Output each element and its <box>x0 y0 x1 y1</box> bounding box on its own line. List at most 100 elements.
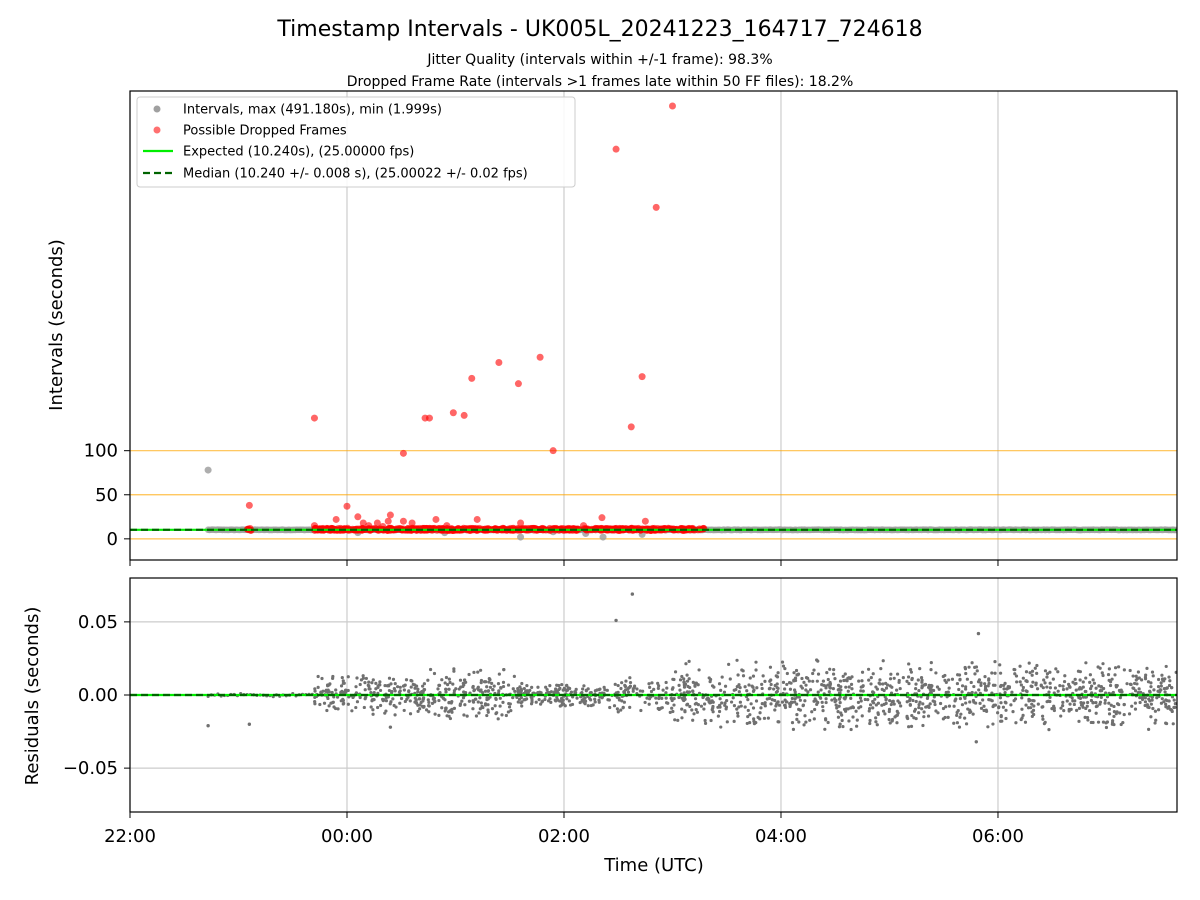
residual-point <box>1077 719 1081 723</box>
residual-point <box>846 676 850 680</box>
dropped-frame-point <box>425 414 433 422</box>
residual-point <box>921 723 925 728</box>
residual-point <box>978 701 982 705</box>
residual-point <box>671 709 675 714</box>
residual-point <box>941 706 946 711</box>
residual-point <box>657 684 661 688</box>
residual-point <box>1138 700 1142 705</box>
residual-point <box>490 681 494 685</box>
dropped-frame-point <box>386 511 394 519</box>
residual-point <box>1001 705 1006 709</box>
residual-point <box>899 704 903 708</box>
residual-point <box>549 700 553 704</box>
residual-point <box>735 707 739 711</box>
residual-point <box>693 684 697 688</box>
residual-point <box>680 716 684 720</box>
residual-point <box>677 683 681 687</box>
residual-point <box>1090 684 1094 688</box>
residual-point <box>933 702 937 707</box>
residual-point <box>1032 704 1036 708</box>
residual-point <box>1152 688 1156 692</box>
residual-point <box>1099 695 1103 700</box>
legend-label-median: Median (10.240 +/- 0.008 s), (25.00022 +… <box>183 167 528 182</box>
residual-point <box>824 718 828 722</box>
residual-point <box>488 695 492 699</box>
residual-point <box>944 705 948 709</box>
residual-point <box>759 706 763 710</box>
residual-point <box>760 686 764 691</box>
residual-point <box>849 727 853 732</box>
residual-point <box>806 690 810 694</box>
residual-point <box>839 688 843 692</box>
residual-point <box>363 688 367 692</box>
residual-point <box>1077 706 1082 711</box>
residual-point <box>465 714 469 718</box>
residual-point <box>812 668 816 672</box>
residual-point <box>645 696 649 700</box>
residual-point <box>530 685 534 690</box>
residual-point <box>1121 720 1125 725</box>
threshold-lines <box>130 450 1177 540</box>
residual-point <box>750 684 754 688</box>
residual-point <box>813 707 817 712</box>
residual-point <box>1101 662 1105 666</box>
residual-point <box>770 698 774 702</box>
residuals-y-ticks: −0.05 0.00 0.05 <box>63 612 130 779</box>
residual-point <box>687 677 691 681</box>
residual-point <box>824 700 828 705</box>
residual-point <box>749 702 753 706</box>
residual-point <box>389 700 393 704</box>
residual-point <box>664 696 668 700</box>
residual-point <box>844 685 848 689</box>
residual-point <box>372 691 376 695</box>
residual-point <box>1082 701 1086 705</box>
residual-point <box>741 674 746 678</box>
residual-point <box>512 674 516 678</box>
residuals-y-label: Residuals (seconds) <box>22 607 43 786</box>
residual-point <box>863 697 867 702</box>
residual-point <box>790 696 794 701</box>
residual-point <box>1024 670 1029 674</box>
residual-point <box>501 680 506 684</box>
residual-point <box>516 700 520 704</box>
residual-point <box>860 670 865 674</box>
residual-point <box>776 671 780 675</box>
residual-point <box>325 708 329 713</box>
residual-point <box>803 699 807 703</box>
residual-point <box>673 718 677 722</box>
residual-point <box>811 679 815 683</box>
residual-point <box>957 687 961 692</box>
residual-point <box>855 724 859 728</box>
residual-point <box>339 699 343 703</box>
residual-point <box>1019 683 1023 687</box>
residual-point <box>408 699 412 703</box>
residual-point <box>1062 709 1066 713</box>
residual-point <box>763 703 767 707</box>
residual-point <box>977 678 982 682</box>
residual-point <box>860 679 864 683</box>
residual-point <box>1028 671 1032 675</box>
residual-point <box>507 705 512 709</box>
residual-point <box>968 700 972 704</box>
residual-point <box>768 665 773 669</box>
residual-point <box>631 689 635 693</box>
residual-point <box>418 703 422 707</box>
residual-point <box>616 710 620 714</box>
residual-point <box>313 700 317 704</box>
residual-point <box>567 699 571 703</box>
residual-point <box>856 700 861 705</box>
residual-point <box>402 708 406 713</box>
residual-point <box>1131 686 1135 690</box>
residual-point <box>534 700 538 704</box>
residual-point <box>1048 686 1053 690</box>
residual-point <box>760 702 764 706</box>
residual-point <box>694 701 698 705</box>
residual-point <box>496 717 500 721</box>
residual-point <box>861 684 865 688</box>
residual-point <box>790 721 795 725</box>
residual-point <box>672 677 676 682</box>
residual-point <box>506 683 511 687</box>
residual-point <box>727 662 731 666</box>
residual-point <box>866 698 870 702</box>
residual-point <box>964 671 968 676</box>
